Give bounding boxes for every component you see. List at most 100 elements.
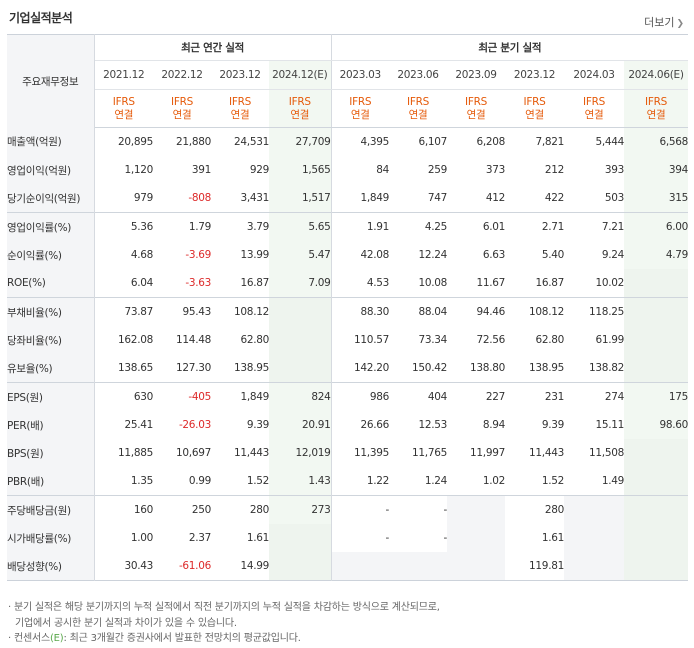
- value-cell: 12,019: [269, 439, 332, 467]
- table-row: ROE(%) 6.04 -3.63 16.87 7.09 4.53 10.08 11.67 16…: [7, 269, 688, 298]
- ifrs-line1: IFRS: [229, 95, 251, 108]
- value-cell: 84: [376, 164, 389, 176]
- value-cell: 391: [191, 164, 211, 176]
- ifrs-line2: 연결: [172, 108, 192, 121]
- row-label: 주당배당금(원): [7, 495, 95, 524]
- value-cell: 1.43: [269, 467, 332, 496]
- value-cell: 12.24: [418, 249, 447, 261]
- value-cell: 373: [485, 164, 505, 176]
- value-cell: 273: [269, 495, 332, 524]
- value-cell: 11,508: [589, 447, 624, 459]
- value-cell: 110.57: [354, 334, 389, 346]
- value-cell: 6,107: [418, 136, 447, 148]
- value-cell: 393: [604, 164, 624, 176]
- value-cell: -405: [153, 382, 211, 411]
- value-cell: 138.95: [234, 362, 269, 374]
- value-cell: 27,709: [269, 127, 332, 156]
- row-label: 배당성향(%): [7, 552, 95, 581]
- more-label: 더보기: [644, 16, 675, 29]
- row-label: 순이익률(%): [7, 241, 95, 269]
- value-cell: 24,531: [234, 136, 269, 148]
- value-cell: 26.66: [360, 419, 389, 431]
- value-cell: 42.08: [360, 249, 389, 261]
- note-1: · 분기 실적은 해당 분기까지의 누적 실적에서 직전 분기까지의 누적 실적…: [8, 602, 440, 613]
- value-cell: [624, 354, 688, 383]
- ifrs-line1: IFRS: [465, 95, 487, 108]
- row-label: 영업이익(억원): [7, 156, 95, 184]
- value-cell: 6.00: [624, 212, 688, 241]
- value-cell: 315: [624, 184, 688, 213]
- value-cell: 11,997: [470, 447, 505, 459]
- ifrs-label: IFRS 연결: [505, 89, 564, 128]
- value-cell: 1.52: [541, 475, 564, 487]
- table-row: EPS(원) 630 -405 1,849 824 986 404 227 231 274 175: [7, 382, 688, 411]
- row-label: EPS(원): [7, 382, 95, 411]
- value-cell: 6.01: [447, 212, 505, 241]
- value-cell: 9.24: [601, 249, 624, 261]
- row-label: ROE(%): [7, 269, 95, 298]
- note-3-prefix: · 컨센서스: [8, 633, 50, 644]
- value-cell: 118.25: [564, 297, 624, 326]
- ifrs-label: IFRS 연결: [564, 89, 624, 128]
- value-cell: 62.80: [240, 334, 269, 346]
- value-cell: 30.43: [124, 560, 153, 572]
- value-cell: 150.42: [412, 362, 447, 374]
- value-cell: 138.82: [589, 362, 624, 374]
- value-cell: [624, 524, 688, 552]
- value-cell: 274: [564, 382, 624, 411]
- row-label: 부채비율(%): [7, 297, 95, 326]
- group-annual: 최근 연간 실적: [94, 34, 332, 61]
- value-cell: 2.37: [188, 532, 211, 544]
- value-cell: 2.71: [505, 212, 564, 241]
- value-cell: 20.91: [269, 411, 332, 439]
- ifrs-line1: IFRS: [171, 95, 193, 108]
- table-row: BPS(원) 11,885 10,697 11,443 12,019 11,395 11,7…: [7, 439, 688, 467]
- value-cell: 6,568: [624, 127, 688, 156]
- period-header: 2023.12: [505, 60, 564, 90]
- table-row: 시가배당률(%) 1.00 2.37 1.61 - - 1.61: [7, 524, 688, 552]
- value-cell: 114.48: [176, 334, 211, 346]
- value-cell: -3.69: [185, 249, 211, 261]
- value-cell: [624, 467, 688, 496]
- value-cell: [564, 524, 624, 552]
- ifrs-line2: 연결: [584, 108, 604, 121]
- value-cell: 630: [94, 382, 153, 411]
- period-header: 2024.03: [564, 60, 624, 90]
- ifrs-line2: 연결: [290, 108, 310, 121]
- period-header: 2024.06(E): [624, 60, 688, 90]
- value-cell: [447, 552, 505, 581]
- value-cell: 8.94: [482, 419, 505, 431]
- value-cell: 10,697: [176, 447, 211, 459]
- period-header: 2023.12: [211, 60, 269, 90]
- table-row: PER(배) 25.41 -26.03 9.39 20.91 26.66 12.53 8.94…: [7, 411, 688, 439]
- more-link[interactable]: 더보기 ❯: [644, 14, 684, 30]
- ifrs-line2: 연결: [350, 108, 370, 121]
- value-cell: [331, 552, 389, 581]
- table-row: 유보율(%) 138.65 127.30 138.95 142.20 150.42 138.…: [7, 354, 688, 383]
- value-cell: [269, 354, 332, 383]
- note-2: 기업에서 공시한 분기 실적과 차이가 있을 수 있습니다.: [15, 617, 237, 629]
- value-cell: 979: [133, 192, 153, 204]
- value-cell: 15.11: [595, 419, 624, 431]
- note-3-estimate-mark: (E): [49, 633, 64, 644]
- value-cell: 127.30: [176, 362, 211, 374]
- value-cell: [269, 524, 332, 552]
- ifrs-label: IFRS 연결: [624, 89, 688, 128]
- ifrs-label: IFRS 연결: [153, 89, 211, 128]
- table-row: 주당배당금(원) 160 250 280 273- -280: [7, 495, 688, 524]
- value-cell: 1,849: [211, 382, 269, 411]
- ifrs-line1: IFRS: [523, 95, 546, 108]
- value-cell: 138.80: [470, 362, 505, 374]
- value-cell: -: [385, 532, 390, 544]
- value-cell: [624, 269, 688, 298]
- value-cell: 11,765: [412, 447, 447, 459]
- value-cell: 10.08: [418, 277, 447, 289]
- ifrs-line2: 연결: [525, 108, 544, 121]
- value-cell: 138.65: [118, 362, 153, 374]
- value-cell: 3,431: [240, 192, 269, 204]
- value-cell: 14.99: [240, 560, 269, 572]
- value-cell: 0.99: [188, 475, 211, 487]
- value-cell: 11,443: [529, 447, 564, 459]
- value-cell: 1.35: [130, 475, 153, 487]
- financial-table: 주요재무정보 최근 연간 실적 최근 분기 실적 2021.12 2022.12 2023…: [7, 34, 688, 581]
